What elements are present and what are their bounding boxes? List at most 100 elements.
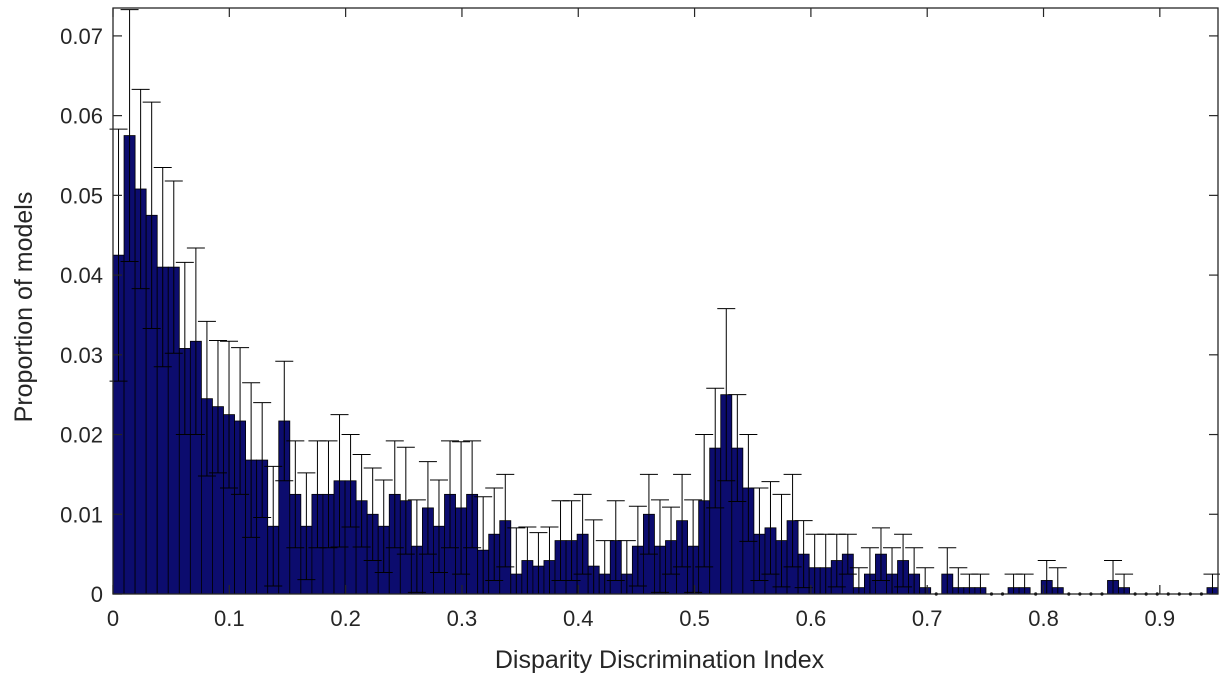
x-axis-label: Disparity Discrimination Index	[495, 646, 825, 674]
error-bar	[253, 402, 272, 518]
error-bar	[330, 414, 349, 548]
error-bar	[949, 567, 968, 594]
x-tick-label: 0.7	[912, 606, 943, 631]
error-bar	[197, 320, 216, 477]
error-bar	[242, 382, 261, 538]
error-bar	[396, 446, 415, 555]
y-tick-label: 0.04	[60, 263, 103, 288]
x-tick-label: 0.6	[796, 606, 827, 631]
x-tick-label: 0.2	[330, 606, 361, 631]
error-bar	[297, 472, 316, 581]
error-bar	[606, 500, 625, 581]
plot-frame	[112, 7, 1219, 595]
error-bar	[1015, 573, 1034, 594]
error-bar	[871, 527, 890, 581]
error-bar	[628, 505, 647, 587]
error-bar	[220, 340, 239, 489]
error-bar	[595, 540, 614, 594]
error-bar	[164, 180, 183, 354]
y-tick-label: 0.01	[60, 502, 103, 527]
error-bar	[518, 526, 537, 594]
y-tick-label: 0.05	[60, 183, 103, 208]
error-bar	[1048, 567, 1067, 594]
error-bar	[706, 387, 725, 509]
error-bar	[695, 434, 714, 568]
error-bar	[728, 394, 747, 503]
error-bar	[507, 527, 526, 594]
error-bar	[639, 473, 658, 555]
error-bar	[429, 479, 448, 573]
y-tick-label: 0.07	[60, 24, 103, 49]
x-tick-label: 0.8	[1028, 606, 1059, 631]
x-tick-label: 0.4	[563, 606, 594, 631]
error-bars-layer	[109, 9, 1220, 596]
error-bar	[883, 547, 902, 594]
x-axis: 0 0.1 0.2 0.3 0.4 0.5 0.6 0.7 0.8 0.9	[107, 8, 1175, 631]
x-tick-label: 0	[107, 606, 119, 631]
x-tick-label: 0.3	[447, 606, 478, 631]
error-bar	[662, 506, 681, 575]
error-bar	[650, 499, 669, 593]
error-bar	[562, 500, 581, 581]
error-bar	[131, 88, 150, 290]
error-bar	[286, 440, 305, 549]
error-bar	[739, 434, 758, 542]
error-bar	[485, 487, 504, 581]
y-axis-label: Proportion of models	[10, 192, 38, 423]
y-tick-label: 0.03	[60, 343, 103, 368]
error-bar	[341, 434, 360, 528]
x-tick-label: 0.5	[679, 606, 710, 631]
error-bar	[938, 547, 957, 594]
x-tick-label: 0.9	[1145, 606, 1176, 631]
error-bar	[452, 441, 471, 575]
error-bar	[374, 479, 393, 573]
error-bar	[418, 461, 437, 555]
error-bar	[794, 520, 813, 589]
error-bar	[761, 481, 780, 575]
error-bar	[783, 473, 802, 568]
error-bar	[231, 347, 250, 495]
error-bar	[496, 473, 515, 568]
error-bar	[1115, 573, 1134, 594]
error-bar	[186, 247, 205, 436]
error-bar	[407, 499, 426, 593]
error-bar	[153, 166, 172, 368]
y-tick-label: 0.02	[60, 423, 103, 448]
y-axis: 0 0.01 0.02 0.03 0.04 0.05 0.06 0.07	[60, 24, 1218, 607]
error-bar	[894, 533, 913, 588]
error-bar	[275, 360, 294, 482]
error-bar	[772, 493, 791, 588]
error-bar	[717, 308, 736, 482]
error-bar	[684, 499, 703, 593]
bars-layer	[112, 135, 1219, 595]
error-bar	[860, 547, 879, 594]
error-bar	[142, 101, 161, 330]
error-bar	[1037, 560, 1056, 594]
error-bar	[916, 567, 935, 594]
error-bar	[617, 540, 636, 594]
error-bar	[673, 473, 692, 568]
error-bar	[474, 496, 493, 594]
error-bar	[363, 467, 382, 562]
error-bar	[540, 526, 559, 594]
y-tick-label: 0.06	[60, 104, 103, 129]
error-bar	[529, 532, 548, 594]
error-bar	[838, 533, 857, 575]
x-tick-label: 0.1	[214, 606, 245, 631]
error-bar	[352, 453, 371, 548]
error-bar	[441, 440, 460, 549]
error-bar	[849, 567, 868, 594]
error-bar	[463, 440, 482, 549]
error-bar	[385, 440, 404, 549]
error-bar	[120, 9, 139, 263]
error-bar	[208, 339, 227, 474]
error-bar	[1104, 560, 1123, 594]
error-bar	[905, 547, 924, 594]
error-bar	[573, 493, 592, 575]
error-bar	[750, 487, 769, 581]
y-tick-label: 0	[91, 582, 103, 607]
error-bar	[584, 519, 603, 594]
error-bar	[264, 465, 283, 587]
